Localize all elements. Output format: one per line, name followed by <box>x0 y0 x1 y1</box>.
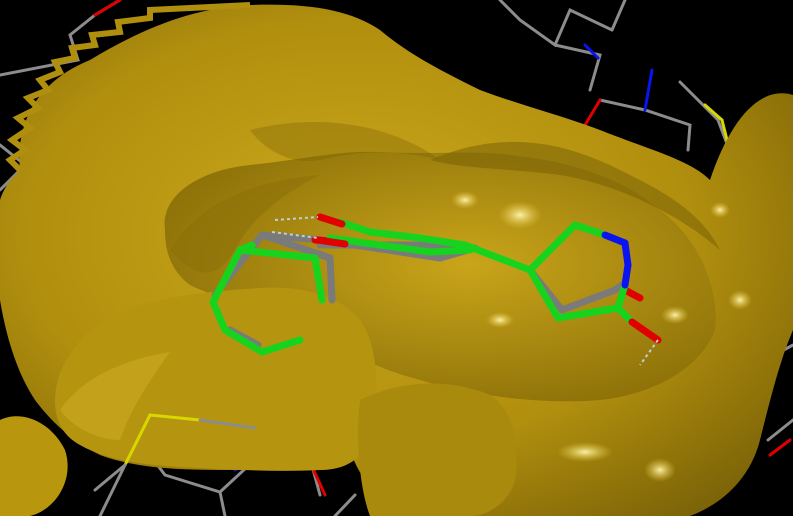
ligand-green <box>209 213 662 356</box>
hydrogen-bonds <box>271 216 659 366</box>
protein-surface-front <box>55 287 517 516</box>
residue-lines-front <box>93 413 257 516</box>
